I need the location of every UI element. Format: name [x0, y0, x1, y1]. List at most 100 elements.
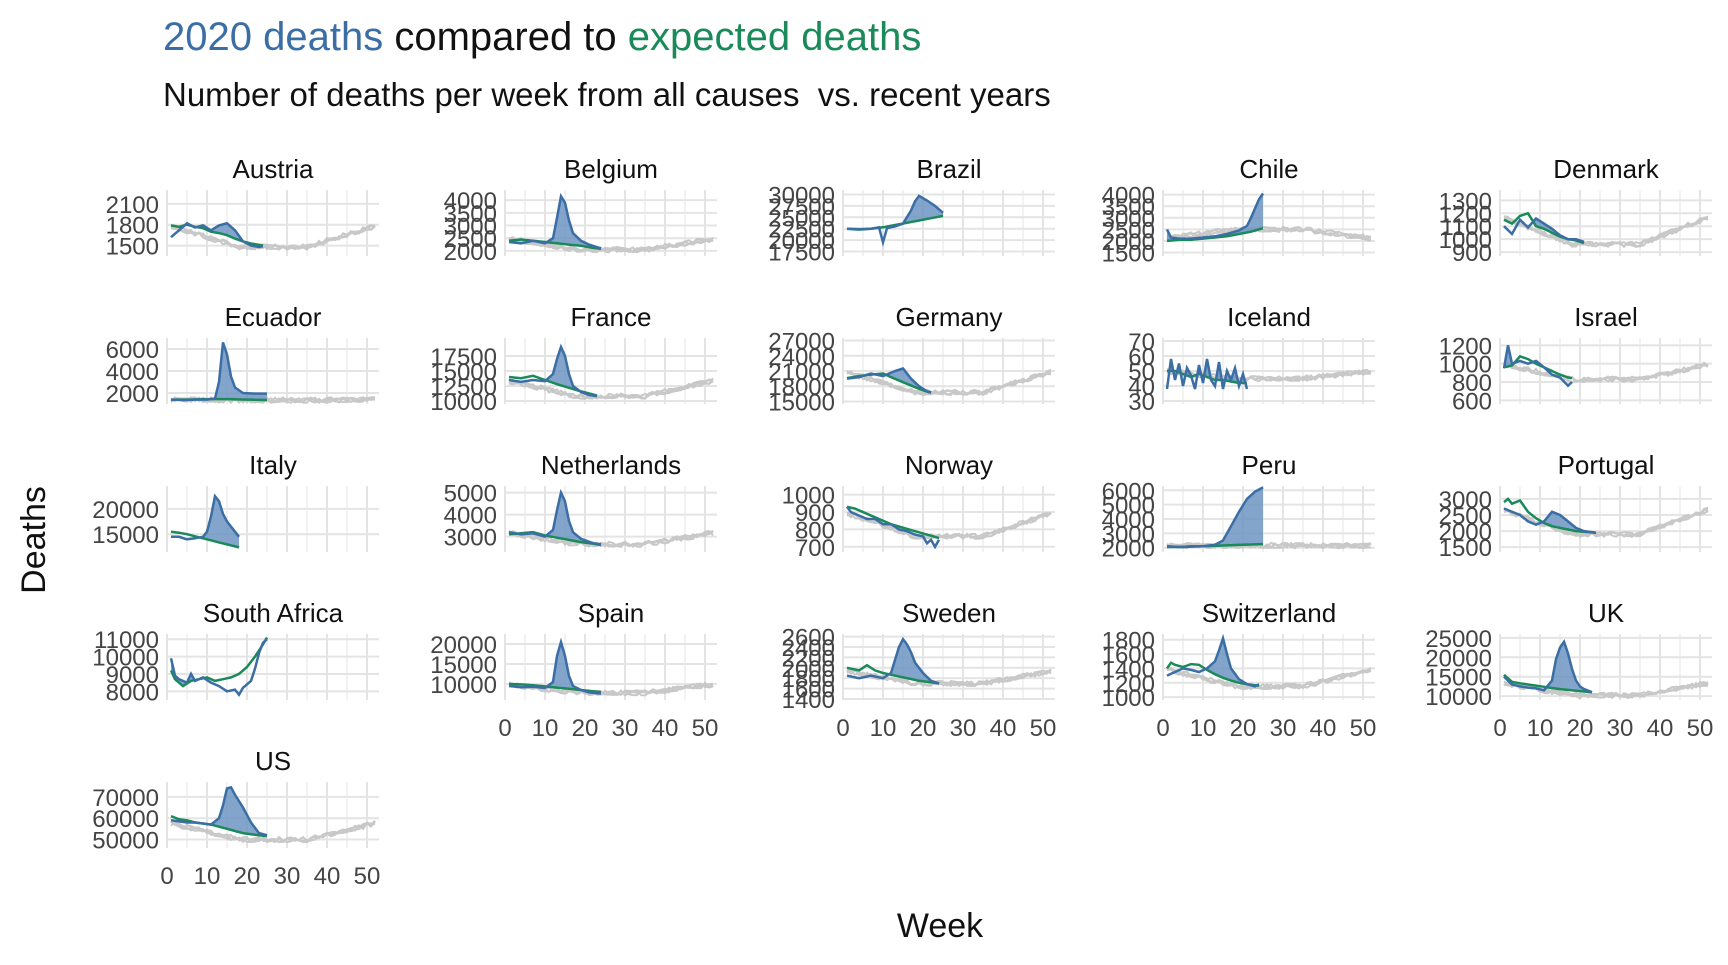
excess-area-us — [171, 787, 267, 837]
actual-2020-line-us — [170, 785, 268, 837]
y-tick-label: 1800 — [782, 666, 835, 693]
y-tick-label: 24000 — [768, 344, 835, 371]
grid-brazil — [842, 190, 1055, 256]
panel-title-italy: Italy — [249, 450, 297, 480]
y-tick-label: 10000 — [430, 389, 497, 416]
y-tick-label: 1800 — [106, 213, 159, 240]
x-tick-label: 30 — [950, 715, 977, 742]
recent-year-line — [508, 682, 714, 696]
y-tick-label: 15000 — [92, 522, 159, 549]
y-tick-label: 15000 — [430, 652, 497, 679]
y-tick-label: 1400 — [782, 687, 835, 714]
recent-year-line — [1504, 215, 1709, 248]
x-tick-label: 50 — [1687, 715, 1714, 742]
y-tick-label: 700 — [795, 535, 835, 562]
excess-area-netherlands — [509, 492, 601, 545]
y-tick-label: 1000 — [1439, 227, 1492, 254]
y-tick-label: 1000 — [1439, 352, 1492, 379]
y-tick-label: 17500 — [430, 344, 497, 371]
x-tick-label: 30 — [1607, 715, 1634, 742]
y-tick-label: 600 — [1452, 388, 1492, 415]
grid-ecuador — [166, 338, 379, 404]
x-tick-label: 0 — [160, 863, 173, 890]
recent-year-line — [1503, 506, 1709, 538]
y-tick-label: 2000 — [106, 381, 159, 408]
actual-2020-line-italy — [171, 493, 240, 541]
y-tick-label: 3500 — [444, 201, 497, 228]
recent-year-line — [170, 820, 376, 844]
panel-title-ecuador: Ecuador — [225, 302, 322, 332]
actual-2020-line-germany — [846, 367, 932, 394]
actual-2020-line-portugal — [1503, 507, 1597, 534]
grid-israel — [1499, 338, 1712, 404]
y-tick-label: 2600 — [782, 625, 835, 652]
y-tick-label: 1600 — [782, 677, 835, 704]
x-tick-label: 20 — [572, 715, 599, 742]
y-tick-label: 70000 — [92, 785, 159, 812]
x-tick-label: 10 — [194, 863, 221, 890]
y-tick-label: 2000 — [782, 656, 835, 683]
y-tick-label: 20000 — [1425, 645, 1492, 672]
panel-title-austria: Austria — [233, 154, 314, 184]
y-tick-label: 1200 — [1439, 333, 1492, 360]
actual-2020-line-israel — [1502, 345, 1573, 388]
y-tick-label: 1300 — [1439, 188, 1492, 215]
actual-2020-line-norway — [846, 506, 941, 550]
recent-year-line — [1166, 226, 1372, 241]
expected-line-france — [508, 374, 598, 397]
x-tick-label: 40 — [990, 715, 1017, 742]
panel-title-denmark: Denmark — [1553, 154, 1659, 184]
y-tick-label: 800 — [795, 517, 835, 544]
y-tick-label: 2000 — [1439, 519, 1492, 546]
x-tick-label: 50 — [354, 863, 381, 890]
actual-2020-line-peru — [1166, 486, 1264, 549]
x-tick-label: 10 — [1190, 715, 1217, 742]
y-tick-label: 1600 — [1102, 642, 1155, 669]
excess-area-uk — [1504, 641, 1592, 693]
actual-2020-line-france — [508, 343, 598, 398]
title-part-2020-deaths: 2020 deaths — [163, 15, 383, 59]
y-tick-label: 15000 — [1425, 665, 1492, 692]
grid-sweden — [842, 634, 1055, 700]
recent-year-line — [170, 225, 376, 251]
x-tick-label: 0 — [1493, 715, 1506, 742]
y-tick-label: 22500 — [768, 217, 835, 244]
grid-uk — [1499, 634, 1712, 700]
y-tick-label: 50000 — [92, 827, 159, 854]
y-tick-label: 21000 — [768, 359, 835, 386]
actual-2020-line-sweden — [846, 636, 940, 685]
x-tick-label: 40 — [1310, 715, 1337, 742]
grid-chile — [1162, 190, 1375, 256]
panel-title-chile: Chile — [1239, 154, 1298, 184]
y-tick-label: 5000 — [1102, 493, 1155, 520]
grid-us — [166, 782, 379, 848]
panel-title-sweden: Sweden — [902, 598, 996, 628]
x-tick-label: 20 — [1230, 715, 1257, 742]
x-tick-label: 20 — [910, 715, 937, 742]
x-tick-label: 40 — [652, 715, 679, 742]
y-tick-label: 1200 — [1439, 201, 1492, 228]
expected-line-switzerland — [1165, 661, 1260, 687]
panel-title-netherlands: Netherlands — [541, 450, 681, 480]
actual-2020-line-switzerland — [1166, 633, 1260, 688]
excess-area-sweden — [847, 639, 939, 684]
y-tick-label: 10000 — [430, 672, 497, 699]
y-tick-label: 800 — [1452, 370, 1492, 397]
grid-austria — [166, 190, 379, 256]
y-tick-label: 1400 — [1102, 656, 1155, 683]
panel-title-portugal: Portugal — [1558, 450, 1655, 480]
title-part-compared: compared to — [383, 15, 628, 59]
y-tick-label: 27500 — [768, 194, 835, 221]
panel-title-norway: Norway — [905, 450, 993, 480]
excess-area-peru — [1167, 487, 1263, 547]
